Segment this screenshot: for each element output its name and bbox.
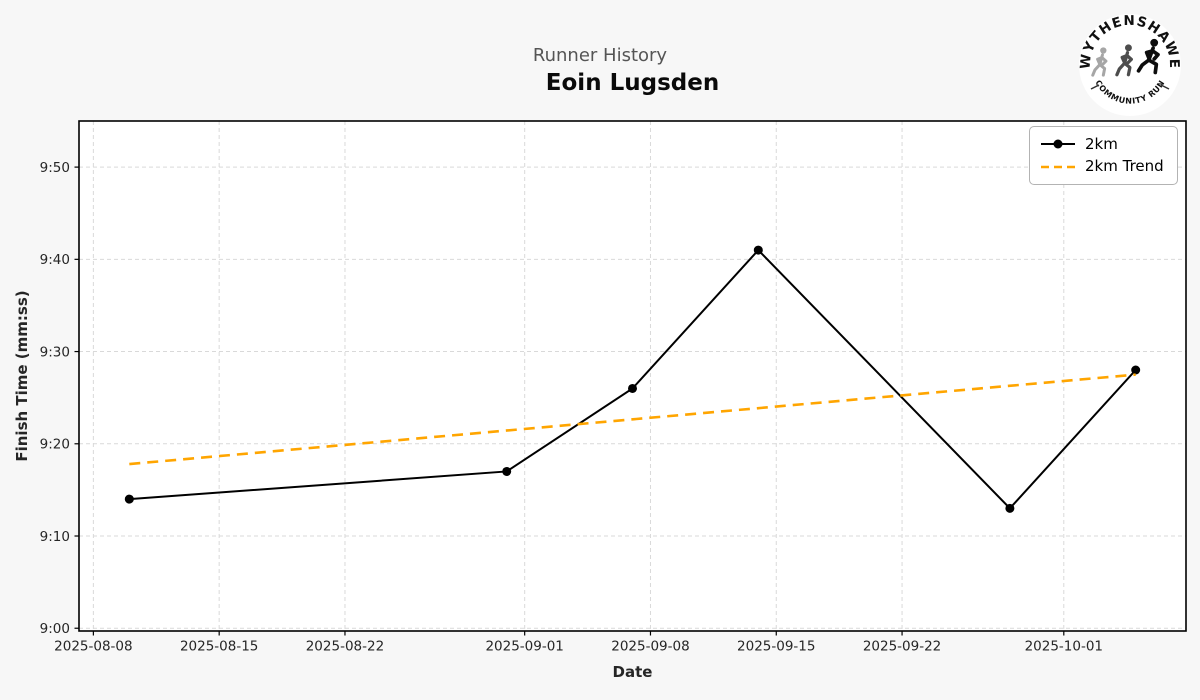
x-tick-label: 2025-09-08 xyxy=(611,639,689,655)
runner-icon-darkgray xyxy=(1115,44,1133,77)
y-tick-label: 9:50 xyxy=(40,160,70,176)
data-point-marker xyxy=(502,466,512,476)
plot-border xyxy=(78,120,1187,632)
logo-left-tick xyxy=(1090,84,1100,90)
runner-icon-black xyxy=(1136,38,1160,75)
x-tick-label: 2025-09-01 xyxy=(485,639,563,655)
data-point-marker xyxy=(124,494,134,504)
legend-label-2km-trend: 2km Trend xyxy=(1085,157,1164,176)
data-point-marker xyxy=(1005,503,1015,513)
x-tick-label: 2025-09-22 xyxy=(863,639,941,655)
legend-label-2km: 2km xyxy=(1085,134,1118,153)
x-tick-label: 2025-10-01 xyxy=(1025,639,1103,655)
legend-item-2km: 2km xyxy=(1040,134,1167,153)
y-tick-label: 9:00 xyxy=(40,621,70,637)
y-tick-label: 9:30 xyxy=(40,344,70,360)
x-tick-label: 2025-08-15 xyxy=(180,639,258,655)
dashed-line-swatch-icon xyxy=(1041,165,1075,169)
y-tick-label: 9:10 xyxy=(40,529,70,545)
runner-icon-gray xyxy=(1091,47,1108,77)
legend-item-2km-trend: 2km Trend xyxy=(1040,159,1167,174)
y-tick-label: 9:20 xyxy=(40,437,70,453)
x-tick-label: 2025-08-22 xyxy=(306,639,384,655)
data-point-marker xyxy=(628,383,637,393)
line-marker-swatch-icon xyxy=(1041,139,1075,149)
logo-right-tick xyxy=(1160,84,1170,90)
wythenshawe-community-run-logo: WYTHENSHAWE COMMUNITY RUN xyxy=(1078,13,1181,116)
series-line-2km xyxy=(129,248,1137,510)
chart-legend: 2km 2km Trend xyxy=(1029,126,1178,185)
chart-suptitle: Runner History xyxy=(532,45,668,66)
series-line-2km-trend xyxy=(129,373,1136,466)
x-tick-label: 2025-08-08 xyxy=(54,639,132,655)
data-point-marker xyxy=(753,245,763,255)
y-tick-label: 9:40 xyxy=(40,252,70,268)
x-tick-label: 2025-09-15 xyxy=(737,639,815,655)
plot-area xyxy=(79,121,1186,631)
chart-title: Eoin Lugsden xyxy=(545,70,720,96)
x-axis-label: Date xyxy=(612,663,653,681)
data-point-marker xyxy=(1131,365,1141,375)
